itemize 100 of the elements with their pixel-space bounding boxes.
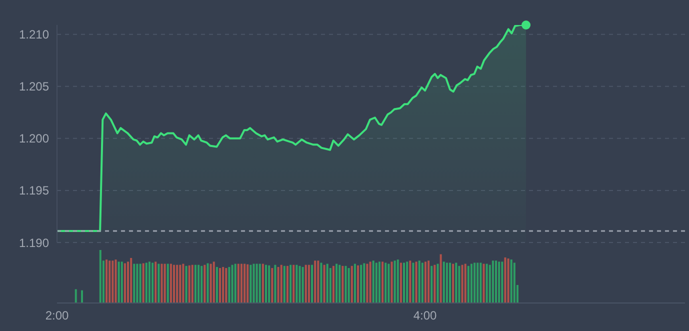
bar <box>142 263 144 303</box>
bar <box>219 268 221 303</box>
bar <box>246 264 249 303</box>
bar <box>449 262 452 303</box>
bar <box>507 258 510 303</box>
bar <box>394 260 396 303</box>
bar <box>194 264 196 303</box>
bar <box>348 268 350 303</box>
bar <box>148 262 150 303</box>
bar <box>292 264 295 303</box>
bar <box>124 263 126 303</box>
bar <box>145 262 148 303</box>
bar <box>474 262 476 303</box>
x-tick-label: 4:00 <box>413 308 438 323</box>
bar <box>323 264 326 303</box>
bar <box>286 266 288 303</box>
bar <box>256 264 258 303</box>
bar <box>332 266 334 303</box>
bar <box>436 264 439 303</box>
bar <box>170 264 172 303</box>
bar <box>198 264 200 303</box>
bar <box>495 260 498 303</box>
bar <box>231 264 234 303</box>
bar <box>154 262 157 303</box>
bar <box>406 262 408 303</box>
bar <box>486 264 488 303</box>
bar <box>458 266 460 303</box>
bar <box>277 266 280 303</box>
bar <box>314 260 316 303</box>
bar <box>160 264 163 303</box>
bar <box>139 264 142 303</box>
bar <box>378 262 380 303</box>
bar <box>388 264 390 303</box>
bar <box>434 264 436 303</box>
bar <box>271 268 274 303</box>
bar <box>452 264 454 303</box>
bar <box>252 264 255 303</box>
bar <box>265 264 268 303</box>
bar <box>182 264 184 303</box>
bar <box>283 266 286 303</box>
bar <box>488 264 491 303</box>
bar <box>244 264 246 303</box>
bar <box>118 262 120 303</box>
bar <box>206 263 209 303</box>
bar <box>112 260 114 303</box>
bar <box>461 264 464 303</box>
bar <box>390 262 393 303</box>
bar <box>415 262 418 303</box>
bar <box>342 266 344 303</box>
bar <box>304 264 307 303</box>
bar <box>185 266 188 303</box>
bar <box>400 262 402 303</box>
bar <box>455 262 458 303</box>
bar <box>81 290 83 303</box>
bar <box>403 262 406 303</box>
bar <box>210 264 212 303</box>
bar <box>191 264 194 303</box>
bar <box>350 266 353 303</box>
bar <box>166 264 169 303</box>
bar <box>510 260 512 303</box>
bar <box>338 264 341 303</box>
bar <box>258 264 261 303</box>
bar <box>470 264 472 303</box>
bar <box>99 250 102 303</box>
bar <box>336 264 338 303</box>
bar <box>504 257 506 303</box>
bar <box>480 262 482 303</box>
bar <box>158 264 160 303</box>
bar <box>492 260 494 303</box>
bar <box>363 263 366 303</box>
bar <box>152 262 154 303</box>
bar <box>372 260 374 303</box>
bar <box>446 262 448 303</box>
y-tick-label: 1.190 <box>18 236 50 250</box>
bar <box>476 262 479 303</box>
bar <box>382 262 384 303</box>
y-tick-label: 1.195 <box>18 184 50 198</box>
bar <box>262 264 264 303</box>
bar <box>188 265 190 303</box>
bar <box>106 260 108 303</box>
bar <box>127 262 129 303</box>
bar <box>296 264 298 303</box>
bar <box>442 262 445 303</box>
bar <box>237 264 240 303</box>
bar <box>354 264 356 303</box>
bar <box>74 289 77 303</box>
bar <box>320 262 322 303</box>
bar <box>108 260 111 303</box>
bar <box>164 264 166 303</box>
bar <box>344 266 347 303</box>
bar <box>302 266 304 303</box>
bar <box>421 262 424 303</box>
bar <box>212 262 215 303</box>
bar <box>222 266 224 303</box>
bar <box>396 260 399 303</box>
bar <box>412 262 414 303</box>
bar <box>179 264 182 303</box>
bar <box>409 260 412 303</box>
bar <box>136 264 138 303</box>
bar <box>311 264 314 303</box>
